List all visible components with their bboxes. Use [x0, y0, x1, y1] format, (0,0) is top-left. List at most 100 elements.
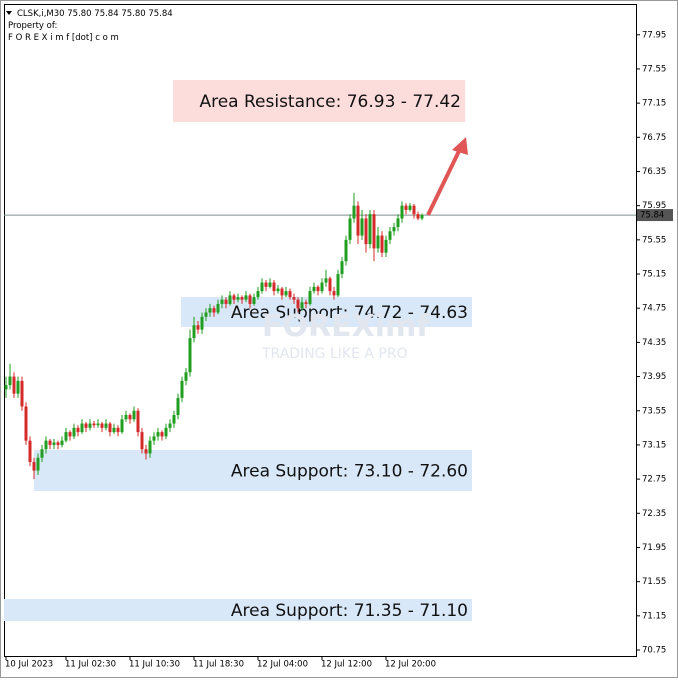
- candle-body: [268, 282, 272, 287]
- candle-body: [88, 423, 92, 428]
- candle-body: [356, 205, 360, 236]
- header: Property of:: [8, 21, 57, 31]
- watermark: TRADING LIKE A PRO: [261, 346, 408, 362]
- y-tick-label: 72.75: [642, 475, 666, 485]
- zone: [34, 450, 472, 491]
- y-tick-label: 77.15: [642, 99, 666, 109]
- candle-body: [304, 302, 308, 304]
- candle-body: [348, 218, 352, 240]
- candle-body: [104, 423, 108, 428]
- candle-body: [188, 338, 192, 373]
- candle-body: [40, 449, 44, 458]
- header: F O R E X i m f [dot] c o m: [8, 33, 119, 43]
- candle-body: [344, 239, 348, 262]
- candle-body: [220, 299, 224, 304]
- candle-body: [288, 291, 292, 298]
- candle-body: [388, 231, 392, 240]
- header: CLSK,i,M30 75.80 75.84 75.80 75.84: [17, 9, 173, 19]
- candle-body: [48, 440, 52, 445]
- candle-body: [16, 380, 20, 394]
- y-tick-label: 71.15: [642, 611, 666, 621]
- candle-body: [36, 457, 40, 471]
- candle-body: [360, 218, 364, 236]
- price-tag: [637, 209, 673, 222]
- candle-body: [96, 423, 100, 426]
- zone-label: Area Support: 74.72 - 74.63: [231, 303, 468, 323]
- y-tick-label: 73.95: [642, 372, 666, 382]
- candle-body: [320, 282, 324, 292]
- candle-body: [316, 286, 320, 292]
- candle-body: [364, 218, 368, 245]
- plot-frame: [4, 4, 637, 657]
- candle-body: [236, 297, 240, 300]
- candle-body: [44, 440, 48, 450]
- candle-body: [232, 295, 236, 300]
- y-tick-label: 74.35: [642, 338, 666, 348]
- candle-body: [248, 295, 252, 304]
- candle-body: [80, 423, 84, 433]
- candle-body: [72, 427, 76, 437]
- candle-body: [400, 205, 404, 219]
- candle-body: [272, 282, 276, 292]
- candle-body: [292, 297, 296, 300]
- candle-body: [340, 261, 344, 275]
- candle-body: [76, 427, 80, 433]
- candle-body: [352, 205, 356, 219]
- x-tick-label: 11 Jul 10:30: [129, 660, 180, 670]
- candle-body: [136, 410, 140, 433]
- y-tick-label: 76.35: [642, 167, 666, 177]
- candle-body: [28, 440, 32, 463]
- candle-body: [116, 427, 120, 433]
- candle-body: [280, 288, 284, 296]
- y-tick-label: 72.35: [642, 509, 666, 519]
- candle-body: [404, 205, 408, 210]
- candle-body: [312, 286, 316, 292]
- y-tick-label: 74.75: [642, 304, 666, 314]
- candle-body: [252, 297, 256, 304]
- y-tick-label: 73.55: [642, 406, 666, 416]
- y-tick-label: 75.15: [642, 270, 666, 280]
- candle-body: [244, 295, 248, 300]
- y-tick-label: 75.55: [642, 235, 666, 245]
- zone-label: Area Support: 71.35 - 71.10: [231, 601, 468, 621]
- zone-label: Area Resistance: 76.93 - 77.42: [199, 92, 461, 112]
- candle-body: [380, 235, 384, 253]
- y-tick-label: 73.15: [642, 440, 666, 450]
- y-tick-label: 76.75: [642, 133, 666, 143]
- candle-body: [216, 303, 220, 313]
- candle-body: [308, 291, 312, 304]
- arrow-head: [452, 137, 468, 155]
- candle-body: [172, 415, 176, 424]
- candle-body: [328, 278, 332, 292]
- candle-body: [396, 218, 400, 228]
- candle-body: [100, 423, 104, 428]
- candle-body: [376, 235, 380, 249]
- candle-body: [132, 410, 136, 420]
- candle-body: [368, 214, 372, 245]
- candle-body: [168, 423, 172, 428]
- x-tick-label: 12 Jul 12:00: [321, 660, 372, 670]
- candle-body: [140, 432, 144, 450]
- candle-body: [196, 325, 200, 330]
- watermark: FOREXimf: [262, 309, 430, 344]
- candle-body: [332, 291, 336, 296]
- candle-body: [52, 442, 56, 445]
- y-tick-label: 71.55: [642, 577, 666, 587]
- candle-body: [408, 205, 412, 210]
- y-tick-label: 70.75: [642, 646, 666, 656]
- candle-body: [412, 205, 416, 215]
- candle-body: [64, 432, 68, 441]
- candle-body: [12, 376, 16, 394]
- candle-body: [276, 288, 280, 292]
- price-tag-label: 75.84: [640, 211, 664, 221]
- candle-body: [212, 308, 216, 313]
- candle-body: [372, 214, 376, 249]
- candle-body: [416, 214, 420, 219]
- candle-body: [60, 440, 64, 445]
- candle-body: [112, 427, 116, 433]
- candle-body: [120, 419, 124, 433]
- x-tick-label: 10 Jul 2023: [5, 660, 53, 670]
- candle-body: [156, 432, 160, 437]
- candle-body: [180, 380, 184, 398]
